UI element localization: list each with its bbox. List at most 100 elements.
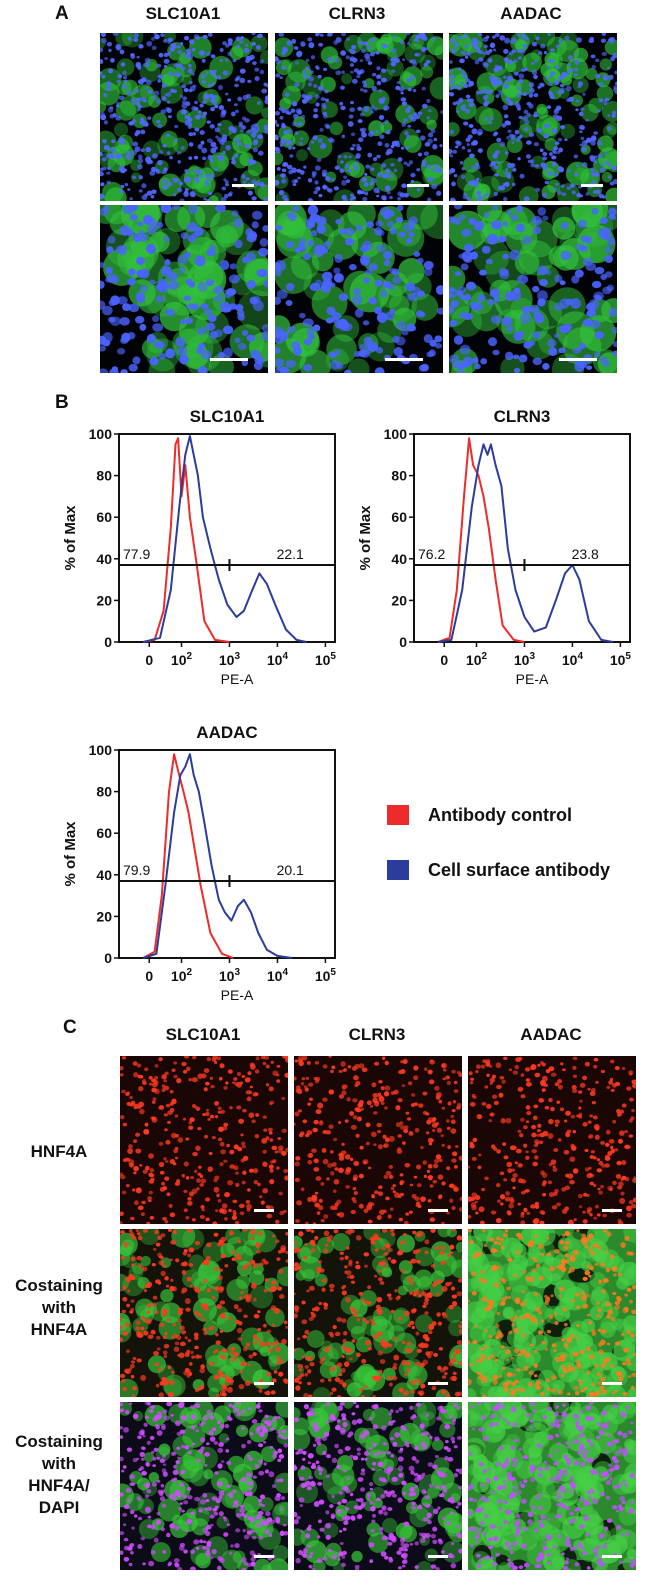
x-tick-label: 105 (315, 967, 337, 984)
x-tick-label: 105 (315, 651, 337, 668)
y-tick-label: 40 (96, 867, 112, 883)
panel-a-col-slc10a1: SLC10A1 (145, 4, 221, 23)
gate-value-right: 22.1 (277, 546, 304, 562)
scale-bar (428, 1555, 448, 1558)
panel-a-image-clrn3-high (275, 205, 443, 373)
x-tick-label: 105 (610, 651, 632, 668)
x-tick-label: 102 (466, 651, 488, 668)
panel-c-col-slc10a1: SLC10A1 (165, 1025, 241, 1044)
x-axis-label: PE-A (221, 671, 254, 687)
panel-a-col-clrn3: CLRN3 (328, 4, 386, 23)
histogram-title: AADAC (196, 723, 257, 742)
x-tick-label: 102 (171, 651, 193, 668)
y-axis-label: % of Max (62, 821, 79, 887)
panel-a-image-slc10a1-high (100, 205, 268, 373)
y-tick-label: 40 (391, 551, 407, 567)
y-tick-label: 100 (384, 426, 408, 442)
histogram-title: CLRN3 (494, 407, 551, 426)
panel-c-image-hnf4a-clrn3 (294, 1056, 462, 1224)
y-tick-label: 20 (96, 592, 112, 608)
x-tick-label: 104 (562, 651, 584, 668)
scale-bar (254, 1209, 274, 1212)
panel-c-image-costain-clrn3 (294, 1229, 462, 1397)
panel-b-letter: B (55, 392, 69, 413)
y-tick-label: 20 (391, 592, 407, 608)
y-tick-label: 100 (89, 742, 113, 758)
plot-frame (118, 749, 336, 959)
histogram-aadac: AADAC 0 20 40 60 80 100 % of Max 0 102 103 104 105 PE… (62, 723, 337, 1003)
panel-c-letter: C (63, 1017, 77, 1038)
y-tick-label: 60 (96, 825, 112, 841)
y-tick-label: 0 (104, 950, 112, 966)
y-axis-label: % of Max (357, 505, 374, 571)
legend-swatch-surface (387, 860, 409, 880)
y-tick-label: 100 (89, 426, 113, 442)
y-tick-label: 80 (391, 468, 407, 484)
histogram-clrn3: CLRN3 0 20 40 60 80 100 % of Max 0 102 103 104 105 PE… (357, 407, 632, 687)
panel-a-letter: A (55, 3, 69, 24)
histogram-series (142, 435, 307, 643)
x-axis-label: PE-A (516, 671, 549, 687)
legend-swatch-control (387, 805, 409, 825)
gate-value-left: 79.9 (123, 862, 150, 878)
scale-bar (254, 1382, 274, 1385)
panel-c-row-label-costain-dapi: Costaining with HNF4A/ DAPI (15, 1432, 103, 1517)
gate-value-left: 77.9 (123, 546, 150, 562)
panel-c-image-dapi-aadac (468, 1402, 636, 1570)
histogram-series (142, 753, 293, 959)
scale-bar (232, 184, 254, 187)
panel-a-image-slc10a1-low (100, 33, 268, 201)
x-tick-label: 103 (219, 967, 241, 984)
scale-bar (602, 1382, 622, 1385)
y-tick-label: 40 (96, 551, 112, 567)
scale-bar (602, 1555, 622, 1558)
x-tick-label: 102 (171, 967, 193, 984)
y-tick-label: 60 (96, 509, 112, 525)
x-axis-label: PE-A (221, 987, 254, 1003)
y-tick-label: 0 (399, 634, 407, 650)
scale-bar (559, 358, 597, 361)
legend-label-surface: Cell surface antibody (428, 860, 611, 880)
panel-c-image-dapi-clrn3 (294, 1402, 462, 1570)
panel-a-image-aadac-high (449, 205, 617, 373)
histogram-series (143, 437, 230, 643)
panel-a-image-aadac-low (449, 33, 617, 201)
histogram-series (142, 753, 234, 959)
panel-c-col-aadac: AADAC (520, 1025, 582, 1044)
x-tick-label: 0 (440, 652, 448, 668)
scale-bar (602, 1209, 622, 1212)
x-tick-label: 0 (145, 968, 153, 984)
scale-bar (210, 358, 248, 361)
y-tick-label: 80 (96, 468, 112, 484)
panel-a-col-aadac: AADAC (500, 4, 562, 23)
y-tick-label: 0 (104, 634, 112, 650)
x-tick-label: 104 (267, 651, 289, 668)
scale-bar (385, 358, 423, 361)
histogram-series (437, 437, 525, 643)
gate-value-right: 23.8 (572, 546, 599, 562)
scale-bar (407, 184, 429, 187)
panel-c-image-costain-slc10a1 (120, 1229, 288, 1397)
panel-c-image-hnf4a-slc10a1 (120, 1056, 288, 1224)
y-axis-label: % of Max (62, 505, 79, 571)
x-tick-label: 103 (219, 651, 241, 668)
scale-bar (254, 1555, 274, 1558)
histogram-series (438, 443, 614, 643)
panel-c-row-label-hnf4a: HNF4A (30, 1142, 88, 1161)
y-tick-label: 20 (96, 908, 112, 924)
scale-bar (428, 1209, 448, 1212)
panel-c-image-dapi-slc10a1 (120, 1402, 288, 1570)
panel-c-col-clrn3: CLRN3 (348, 1025, 406, 1044)
legend-label-control: Antibody control (428, 805, 572, 825)
panel-c-row-label-costain: Costaining with HNF4A (15, 1276, 103, 1339)
scale-bar (428, 1382, 448, 1385)
panel-c-image-hnf4a-aadac (468, 1056, 636, 1224)
histogram-slc10a1: SLC10A1 0 20 40 60 80 100 % of Max 0 102 103 104 105… (62, 407, 337, 687)
y-tick-label: 80 (96, 784, 112, 800)
y-tick-label: 60 (391, 509, 407, 525)
x-tick-label: 104 (267, 967, 289, 984)
gate-value-right: 20.1 (277, 862, 304, 878)
x-tick-label: 103 (514, 651, 536, 668)
panel-a-image-clrn3-low (275, 33, 443, 201)
x-tick-label: 0 (145, 652, 153, 668)
